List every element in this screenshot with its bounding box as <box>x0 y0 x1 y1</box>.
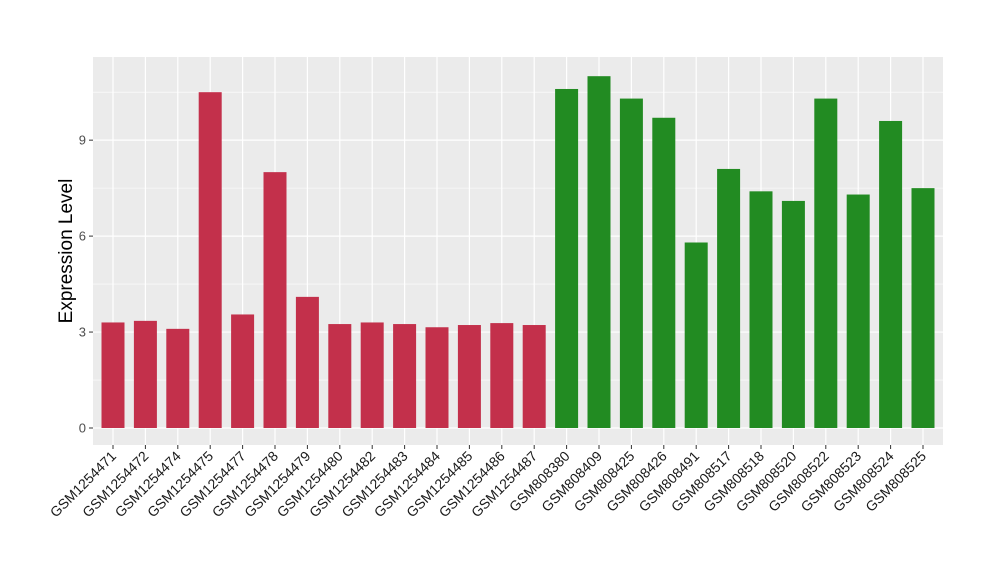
bar-gsm1254487 <box>522 325 546 428</box>
bar-gsm808426 <box>652 117 676 429</box>
bar-gsm808525 <box>911 188 935 428</box>
x-axis: GSM1254471GSM1254472GSM1254474GSM1254475… <box>47 445 929 520</box>
bar-gsm808522 <box>814 98 838 428</box>
bar-gsm808491 <box>684 242 708 428</box>
bar-gsm1254479 <box>295 296 319 428</box>
y-axis-title: Expression Level <box>56 179 77 324</box>
bars-layer <box>101 76 935 429</box>
bar-gsm808518 <box>749 191 773 428</box>
y-tick-label: 9 <box>79 133 86 148</box>
bar-gsm808380 <box>555 88 579 428</box>
bar-gsm1254485 <box>457 325 481 428</box>
bar-gsm808523 <box>846 194 870 428</box>
bar-gsm1254474 <box>166 328 190 428</box>
bar-gsm1254480 <box>328 324 352 428</box>
bar-gsm1254486 <box>490 323 514 428</box>
bar-gsm1254483 <box>393 324 417 428</box>
y-tick-label: 0 <box>79 421 86 436</box>
bar-gsm1254475 <box>198 92 222 429</box>
bar-gsm1254471 <box>101 322 125 428</box>
bar-gsm1254482 <box>360 322 384 428</box>
bar-gsm1254478 <box>263 172 287 428</box>
bar-gsm808524 <box>879 120 903 428</box>
bar-gsm1254484 <box>425 327 449 428</box>
y-tick-label: 3 <box>79 325 86 340</box>
y-axis: 0 3 6 9 <box>79 133 93 436</box>
bar-gsm1254472 <box>133 320 157 428</box>
bar-gsm808520 <box>781 200 805 428</box>
bar-gsm1254477 <box>231 314 255 428</box>
y-tick-label: 6 <box>79 229 86 244</box>
bar-gsm808517 <box>717 168 741 428</box>
bar-gsm808409 <box>587 76 611 428</box>
bar-gsm808425 <box>619 98 643 428</box>
